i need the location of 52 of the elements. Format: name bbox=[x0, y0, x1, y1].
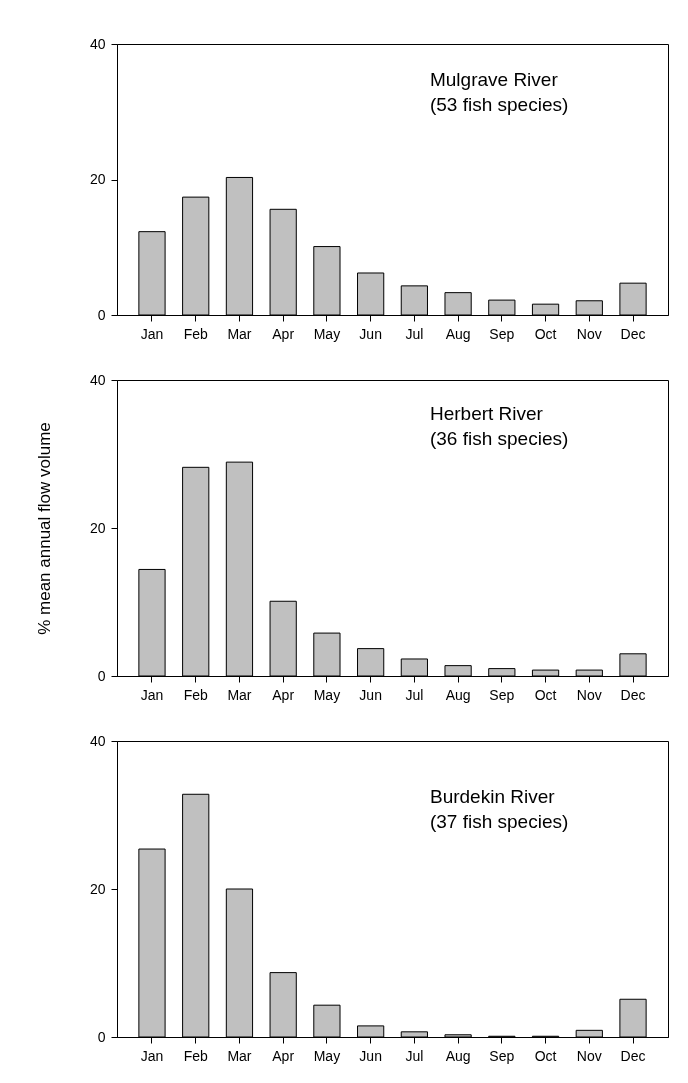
x-tick-label: Jun bbox=[359, 686, 382, 703]
x-tick-label: Oct bbox=[534, 1047, 557, 1064]
x-tick-label: Aug bbox=[445, 686, 471, 703]
x-tick-label: Sep bbox=[489, 686, 515, 703]
x-tick-label: Feb bbox=[183, 686, 208, 703]
x-tick-label: Nov bbox=[576, 1047, 602, 1064]
x-tick-label: Sep bbox=[489, 1047, 515, 1064]
x-tick-label: Jan bbox=[140, 1047, 164, 1064]
x-tick-label: Nov bbox=[576, 686, 602, 703]
y-tick-label: 40 bbox=[89, 371, 106, 388]
x-tick-label: Aug bbox=[445, 325, 471, 342]
annotation: (53 fish species) bbox=[429, 94, 569, 115]
x-tick-label: May bbox=[313, 325, 341, 342]
y-tick-label: 0 bbox=[97, 306, 106, 323]
x-tick-label: Mar bbox=[227, 325, 252, 342]
x-tick-label: Jan bbox=[140, 686, 164, 703]
x-tick-label: Mar bbox=[227, 1047, 252, 1064]
y-tick-label: 0 bbox=[97, 667, 106, 684]
x-tick-label: Mar bbox=[227, 686, 252, 703]
y-tick-label: 20 bbox=[89, 880, 106, 897]
annotation: Herbert River bbox=[429, 403, 544, 424]
x-tick-label: Dec bbox=[620, 1047, 646, 1064]
y-tick-label: 40 bbox=[89, 732, 106, 749]
x-tick-label: Jan bbox=[140, 325, 164, 342]
x-tick-label: Jul bbox=[405, 686, 424, 703]
x-tick-label: Dec bbox=[620, 325, 646, 342]
x-tick-label: Feb bbox=[183, 325, 208, 342]
y-axis-title: % mean annual flow volume bbox=[34, 422, 54, 635]
y-tick-label: 0 bbox=[97, 1028, 106, 1045]
x-tick-label: Jul bbox=[405, 1047, 424, 1064]
x-tick-label: Jul bbox=[405, 325, 424, 342]
x-tick-label: Feb bbox=[183, 1047, 208, 1064]
y-tick-label: 20 bbox=[89, 171, 106, 187]
annotation: Mulgrave River bbox=[429, 69, 559, 90]
x-tick-label: Apr bbox=[272, 1047, 295, 1064]
x-tick-label: May bbox=[313, 686, 341, 703]
x-tick-label: Jun bbox=[359, 325, 382, 342]
annotation: (37 fish species) bbox=[429, 811, 569, 832]
x-tick-label: May bbox=[313, 1047, 341, 1064]
x-tick-label: Oct bbox=[534, 686, 557, 703]
x-tick-label: Sep bbox=[489, 325, 515, 342]
x-tick-label: Jun bbox=[359, 1047, 382, 1064]
y-tick-label: 40 bbox=[89, 35, 106, 52]
x-tick-label: Apr bbox=[272, 686, 295, 703]
x-tick-label: Dec bbox=[620, 686, 646, 703]
x-tick-label: Nov bbox=[576, 325, 602, 342]
annotation: Burdekin River bbox=[429, 786, 556, 807]
y-tick-label: 20 bbox=[89, 519, 106, 536]
x-tick-label: Aug bbox=[445, 1047, 471, 1064]
annotation: (36 fish species) bbox=[429, 428, 569, 449]
x-tick-label: Apr bbox=[272, 325, 295, 342]
x-tick-label: Oct bbox=[534, 325, 557, 342]
